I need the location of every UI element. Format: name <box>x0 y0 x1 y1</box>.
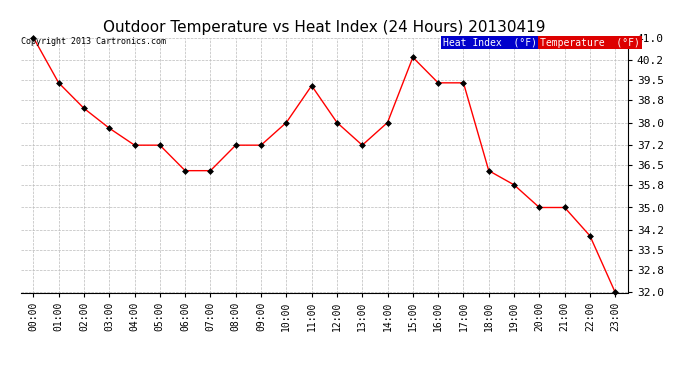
Title: Outdoor Temperature vs Heat Index (24 Hours) 20130419: Outdoor Temperature vs Heat Index (24 Ho… <box>103 20 546 35</box>
Text: Temperature  (°F): Temperature (°F) <box>540 38 640 48</box>
Text: Heat Index  (°F): Heat Index (°F) <box>443 38 537 48</box>
Text: Copyright 2013 Cartronics.com: Copyright 2013 Cartronics.com <box>21 38 166 46</box>
